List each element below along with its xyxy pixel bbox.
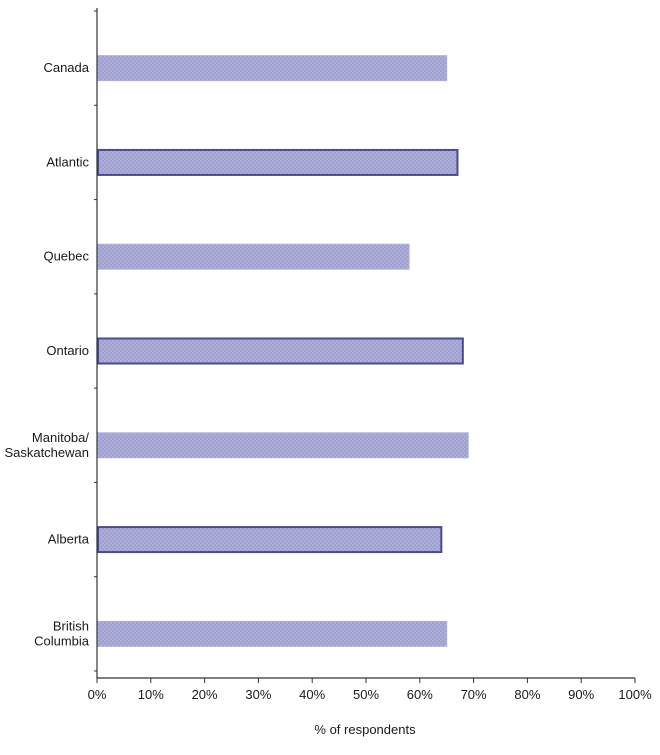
x-tick-label: 60% (407, 687, 433, 702)
x-tick-label: 10% (138, 687, 164, 702)
x-tick-label: 20% (192, 687, 218, 702)
category-labels: Canada Atlantic Quebec Ontario Manitoba/Sask… (4, 60, 89, 648)
x-tick-label: 70% (461, 687, 487, 702)
category-label: Manitoba/Saskatchewan (4, 430, 89, 460)
category-label: Alberta (48, 532, 90, 547)
bar-canada (97, 55, 448, 82)
bar-quebec (97, 243, 410, 270)
x-tick-label: 100% (618, 687, 652, 702)
x-tick-label: 90% (568, 687, 594, 702)
bar-alberta (97, 526, 443, 554)
x-axis-ticks: 0% 10% 20% 30% 40% 50% 60% 70% 80% 90% 100% (88, 678, 652, 702)
category-label: British Columbia (34, 618, 90, 648)
category-label: Atlantic (46, 154, 89, 169)
y-axis-ticks (94, 10, 97, 672)
x-tick-label: 40% (299, 687, 325, 702)
bar-manitoba-saskatchewan (97, 432, 469, 459)
category-label: Canada (43, 60, 89, 75)
x-axis-title: % of respondents (314, 722, 416, 737)
x-tick-label: 0% (88, 687, 107, 702)
bar-british-columbia (97, 620, 448, 647)
category-label: Quebec (43, 249, 89, 264)
x-tick-label: 30% (245, 687, 271, 702)
x-tick-label: 80% (514, 687, 540, 702)
x-tick-label: 50% (353, 687, 379, 702)
bar-series (97, 55, 469, 647)
bar-ontario (97, 337, 464, 365)
category-label: Ontario (46, 343, 89, 358)
bar-atlantic (97, 148, 459, 176)
